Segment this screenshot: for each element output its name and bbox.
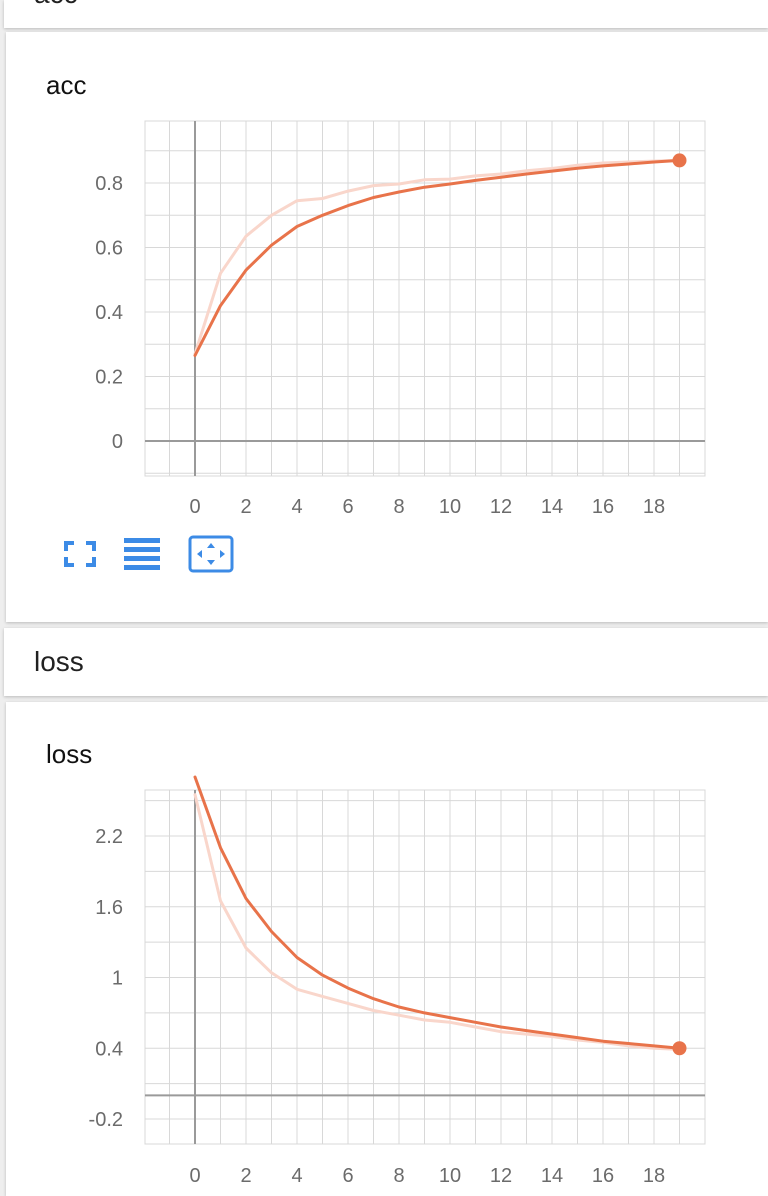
loss-section-header[interactable]: loss [4,628,768,696]
acc-x-tick-label: 10 [439,496,461,518]
loss-x-tick-label: 10 [439,1165,461,1187]
acc-x-tick-label: 12 [490,496,512,518]
acc-x-tick-label: 14 [541,496,563,518]
loss-raw-series-line [193,793,681,1051]
acc-raw-series-line [193,158,681,356]
acc-chart-card: acc [6,32,768,622]
loss-x-tick-label: 18 [643,1165,665,1187]
loss-chart-title: loss [46,739,93,769]
loss-y-tick-label: 1.6 [95,897,123,919]
loss-y-tick-label: 2.2 [95,826,123,848]
acc-y-tick-label: 0.8 [95,173,123,195]
loss-plot-border [144,789,706,1145]
loss-x-tick-label: 6 [342,1165,353,1187]
acc-x-tick-label: 4 [291,496,302,518]
loss-x-tick-label: 4 [291,1165,302,1187]
loss-y-tick-label: 1 [112,968,123,990]
acc-y-tick-label: 0.4 [95,302,123,324]
loss-x-tick-label: 16 [592,1165,614,1187]
toggle-log-scale-icon[interactable] [122,535,162,573]
loss-y-tick-label: 0.4 [95,1038,123,1060]
loss-chart-card: loss [6,702,768,1196]
loss-x-tick-label: 0 [189,1165,200,1187]
acc-x-tick-label: 0 [189,496,200,518]
acc-x-tick-label: 18 [643,496,665,518]
fullscreen-icon[interactable] [60,535,100,573]
acc-x-tick-label: 16 [592,496,614,518]
acc-section-title: acc [34,0,78,10]
loss-last-point-marker[interactable] [672,1041,687,1056]
acc-y-tick-label: 0.2 [95,367,123,389]
loss-y-tick-label: -0.2 [89,1109,123,1131]
loss-smoothed-series-line [193,775,681,1050]
acc-y-tick-label: 0.6 [95,238,123,260]
loss-x-tick-label: 12 [490,1165,512,1187]
loss-section-title: loss [34,646,84,677]
loss-x-tick-label: 8 [393,1165,404,1187]
fit-domain-icon[interactable] [188,535,234,573]
loss-x-tick-label: 14 [541,1165,563,1187]
loss-x-tick-label: 2 [240,1165,251,1187]
acc-last-point-marker[interactable] [672,153,687,168]
acc-x-tick-label: 8 [393,496,404,518]
acc-x-tick-label: 2 [240,496,251,518]
acc-y-tick-label: 0 [112,431,123,453]
acc-smoothed-series-line [193,158,681,357]
acc-section-header[interactable]: acc [4,0,768,28]
acc-plot-border [144,120,706,477]
acc-x-tick-label: 6 [342,496,353,518]
loss-grid [145,790,706,1144]
acc-chart-title: acc [46,70,87,100]
